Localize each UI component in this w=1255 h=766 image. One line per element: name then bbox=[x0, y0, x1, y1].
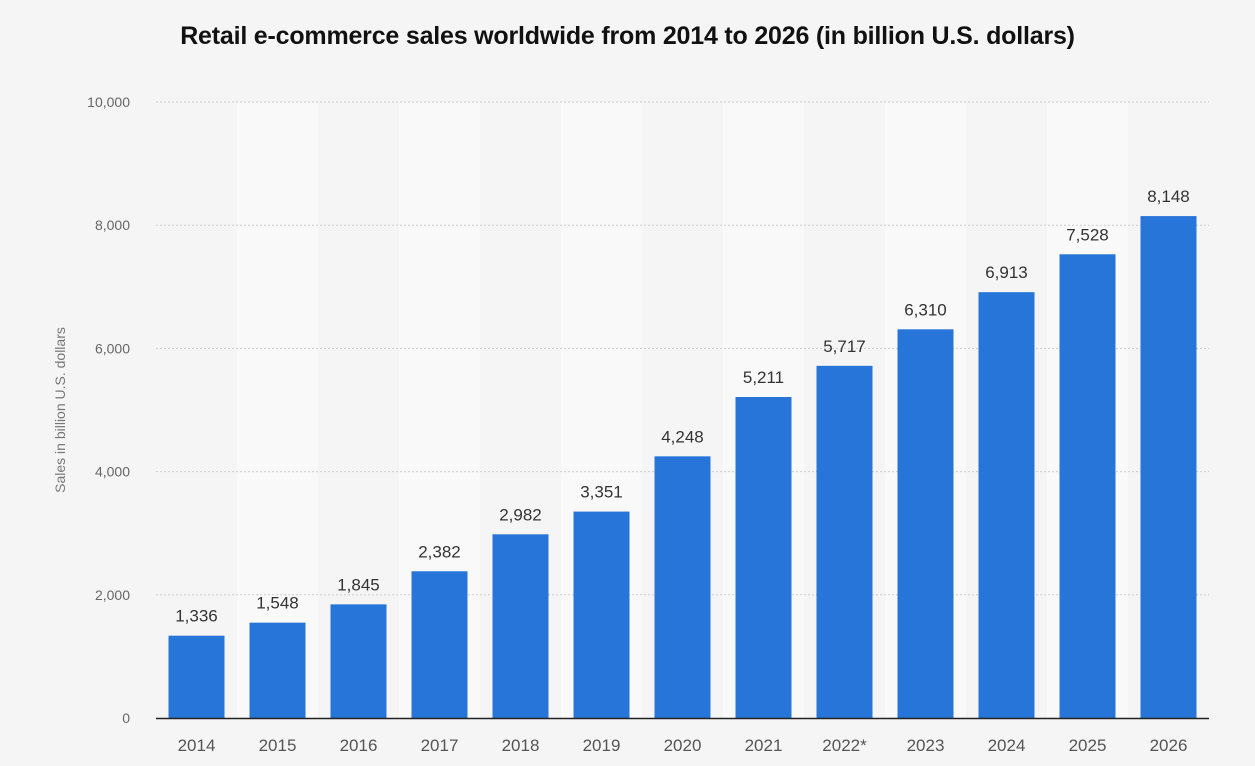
y-tick-label: 8,000 bbox=[95, 217, 130, 233]
x-tick-label: 2021 bbox=[745, 736, 783, 755]
x-tick-label: 2016 bbox=[340, 736, 378, 755]
category-band bbox=[237, 102, 318, 718]
x-tick-label: 2022* bbox=[822, 736, 867, 755]
y-tick-label: 0 bbox=[122, 710, 130, 726]
bars bbox=[168, 216, 1197, 719]
y-tick-label: 10,000 bbox=[87, 94, 130, 110]
data-label: 1,548 bbox=[256, 594, 299, 613]
bar[interactable] bbox=[573, 511, 630, 718]
bar[interactable] bbox=[249, 622, 306, 718]
bar[interactable] bbox=[816, 365, 873, 718]
bar[interactable] bbox=[1140, 216, 1197, 719]
x-tick-label: 2017 bbox=[421, 736, 459, 755]
x-tick-label: 2024 bbox=[988, 736, 1026, 755]
x-tick-label: 2026 bbox=[1150, 736, 1188, 755]
y-axis-title: Sales in billion U.S. dollars bbox=[52, 327, 68, 493]
data-label: 2,382 bbox=[418, 542, 461, 561]
data-label: 4,248 bbox=[661, 427, 704, 446]
x-tick-label: 2019 bbox=[583, 736, 621, 755]
bar[interactable] bbox=[897, 329, 954, 718]
bar[interactable] bbox=[735, 397, 792, 718]
y-tick-label: 2,000 bbox=[95, 587, 130, 603]
chart-title: Retail e-commerce sales worldwide from 2… bbox=[180, 22, 1075, 50]
x-tick-label: 2025 bbox=[1069, 736, 1107, 755]
y-tick-label: 4,000 bbox=[95, 464, 130, 480]
data-label: 5,211 bbox=[743, 368, 784, 387]
data-label: 5,717 bbox=[823, 337, 866, 356]
x-tick-label: 2018 bbox=[502, 736, 540, 755]
bar[interactable] bbox=[330, 604, 387, 718]
data-label: 3,351 bbox=[580, 483, 623, 502]
data-labels: 1,336 1,548 1,845 2,382 2,982 3,351 4,248 5,211… bbox=[175, 187, 1190, 626]
x-tick-label: 2023 bbox=[907, 736, 945, 755]
bar[interactable] bbox=[411, 571, 468, 718]
bar[interactable] bbox=[978, 292, 1035, 718]
x-tick-label: 2015 bbox=[259, 736, 297, 755]
data-label: 7,528 bbox=[1066, 225, 1109, 244]
y-tick-label: 6,000 bbox=[95, 340, 130, 356]
bar[interactable] bbox=[168, 635, 225, 718]
data-label: 8,148 bbox=[1147, 187, 1190, 206]
data-label: 2,982 bbox=[499, 505, 542, 524]
y-axis-ticks: 0 2,000 4,000 6,000 8,000 10,000 bbox=[87, 94, 130, 726]
data-label: 1,845 bbox=[337, 575, 380, 594]
data-label: 6,913 bbox=[985, 263, 1028, 282]
x-tick-label: 2020 bbox=[664, 736, 702, 755]
bar[interactable] bbox=[492, 534, 549, 718]
x-axis-ticks: 2014 2015 2016 2017 2018 2019 2020 2021 2022* 202… bbox=[178, 736, 1188, 755]
data-label: 6,310 bbox=[904, 300, 947, 319]
x-tick-label: 2014 bbox=[178, 736, 216, 755]
bar[interactable] bbox=[1059, 254, 1116, 718]
bar[interactable] bbox=[654, 456, 711, 718]
data-label: 1,336 bbox=[175, 607, 218, 626]
